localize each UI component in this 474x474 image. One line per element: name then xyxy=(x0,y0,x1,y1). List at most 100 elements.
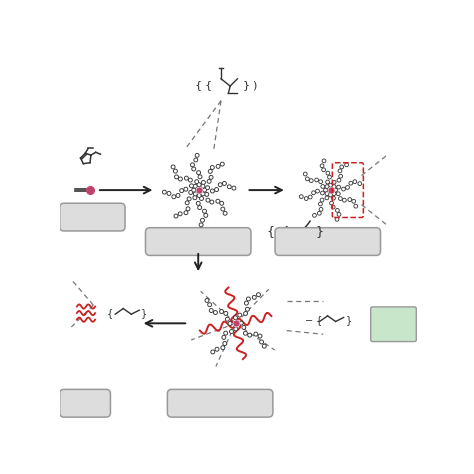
Circle shape xyxy=(349,199,350,201)
Text: $\}$: $\}$ xyxy=(315,224,324,240)
Circle shape xyxy=(206,186,210,190)
Circle shape xyxy=(192,167,195,171)
Circle shape xyxy=(193,192,197,196)
Circle shape xyxy=(332,185,336,188)
Circle shape xyxy=(347,187,348,188)
Circle shape xyxy=(333,193,335,194)
Circle shape xyxy=(307,178,308,180)
Circle shape xyxy=(255,333,256,335)
Circle shape xyxy=(324,189,327,191)
Circle shape xyxy=(318,211,321,215)
Circle shape xyxy=(178,212,182,216)
Circle shape xyxy=(330,194,331,196)
Circle shape xyxy=(305,198,307,199)
Circle shape xyxy=(244,331,247,335)
Circle shape xyxy=(201,198,202,199)
Circle shape xyxy=(201,219,204,222)
Circle shape xyxy=(322,159,326,163)
Circle shape xyxy=(316,179,318,181)
Circle shape xyxy=(245,313,246,314)
Circle shape xyxy=(346,186,349,189)
Circle shape xyxy=(221,207,225,211)
Circle shape xyxy=(325,185,328,188)
Circle shape xyxy=(179,177,182,181)
Circle shape xyxy=(200,197,203,200)
Circle shape xyxy=(199,176,201,178)
Circle shape xyxy=(326,197,328,199)
Circle shape xyxy=(192,188,195,192)
Text: $\}$ $)$: $\}$ $)$ xyxy=(242,79,258,93)
Circle shape xyxy=(187,208,189,210)
Circle shape xyxy=(185,201,189,205)
Circle shape xyxy=(220,163,224,166)
Circle shape xyxy=(325,192,328,195)
Circle shape xyxy=(228,322,232,325)
Circle shape xyxy=(319,208,323,211)
Circle shape xyxy=(197,194,201,197)
Circle shape xyxy=(199,207,201,209)
Circle shape xyxy=(195,154,199,157)
Circle shape xyxy=(193,189,194,191)
Circle shape xyxy=(235,317,236,319)
Circle shape xyxy=(198,206,201,210)
Circle shape xyxy=(210,166,214,169)
Circle shape xyxy=(321,165,323,166)
Circle shape xyxy=(260,340,264,344)
Circle shape xyxy=(228,185,231,189)
Circle shape xyxy=(180,178,181,180)
Circle shape xyxy=(320,164,324,167)
Circle shape xyxy=(327,181,328,183)
Circle shape xyxy=(199,195,200,196)
Circle shape xyxy=(189,178,192,182)
Circle shape xyxy=(355,205,356,207)
FancyBboxPatch shape xyxy=(275,228,381,255)
Circle shape xyxy=(191,164,193,165)
Circle shape xyxy=(315,178,318,182)
Circle shape xyxy=(208,180,211,183)
Circle shape xyxy=(216,189,218,191)
FancyBboxPatch shape xyxy=(146,228,251,255)
Circle shape xyxy=(354,204,357,208)
Circle shape xyxy=(224,182,225,184)
Circle shape xyxy=(177,195,179,196)
Circle shape xyxy=(220,201,223,205)
Circle shape xyxy=(348,198,351,201)
Circle shape xyxy=(193,168,194,170)
Circle shape xyxy=(206,198,210,202)
Circle shape xyxy=(359,183,361,184)
Circle shape xyxy=(194,158,198,162)
Circle shape xyxy=(316,190,319,193)
Circle shape xyxy=(221,346,225,349)
Circle shape xyxy=(216,200,219,203)
Circle shape xyxy=(319,202,322,206)
Circle shape xyxy=(194,185,196,187)
Circle shape xyxy=(230,330,233,333)
Circle shape xyxy=(173,196,174,198)
Circle shape xyxy=(214,311,217,314)
Circle shape xyxy=(329,193,332,197)
Circle shape xyxy=(163,191,166,194)
Circle shape xyxy=(337,179,341,182)
Circle shape xyxy=(198,172,200,173)
Circle shape xyxy=(331,202,332,204)
Circle shape xyxy=(209,304,210,305)
Circle shape xyxy=(223,211,227,215)
Circle shape xyxy=(200,223,203,227)
Circle shape xyxy=(201,224,202,226)
Circle shape xyxy=(190,179,191,181)
Circle shape xyxy=(245,332,246,334)
Circle shape xyxy=(254,297,255,298)
Circle shape xyxy=(216,348,218,350)
Circle shape xyxy=(344,200,345,201)
Circle shape xyxy=(193,196,197,200)
Circle shape xyxy=(207,187,208,189)
Circle shape xyxy=(306,177,309,181)
Circle shape xyxy=(174,170,176,172)
Circle shape xyxy=(246,308,249,311)
Circle shape xyxy=(338,169,342,173)
Circle shape xyxy=(320,209,322,210)
Circle shape xyxy=(341,166,343,168)
Circle shape xyxy=(211,350,215,354)
Circle shape xyxy=(198,184,200,185)
FancyBboxPatch shape xyxy=(60,389,110,417)
